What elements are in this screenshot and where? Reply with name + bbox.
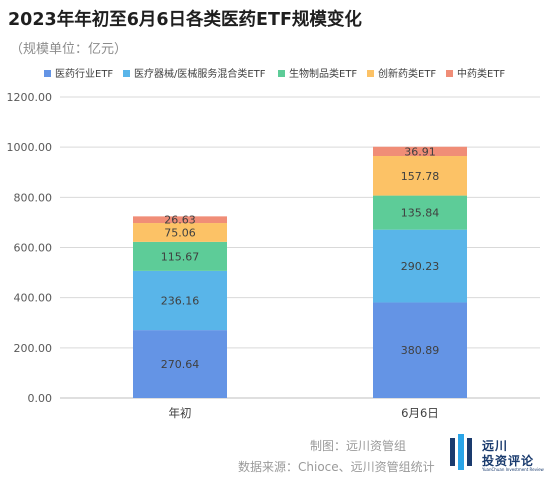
bar-segment <box>373 302 467 398</box>
bar-segment <box>373 146 467 157</box>
bar-segment <box>373 156 467 196</box>
bar-segment <box>133 216 227 224</box>
bar-segment <box>133 241 227 271</box>
chart-subtitle: （规模单位：亿元） <box>10 42 128 57</box>
bar-segment <box>133 330 227 398</box>
brand-name-sub: 投资评论 <box>482 454 535 468</box>
legend-swatch <box>278 70 285 77</box>
data-label: 380.89 <box>401 344 440 357</box>
data-label: 157.78 <box>401 170 440 183</box>
y-tick-label: 1200.00 <box>7 91 53 104</box>
y-tick-label: 200.00 <box>14 342 53 355</box>
y-tick-label: 1000.00 <box>7 141 53 154</box>
brand-tagline: YuanChuan Investment Review <box>482 467 544 472</box>
data-label: 26.63 <box>164 214 196 227</box>
data-label: 75.06 <box>164 226 196 239</box>
chart-title: 2023年年初至6月6日各类医药ETF规模变化 <box>8 10 362 30</box>
legend-swatch <box>446 70 453 77</box>
legend-label: 创新药类ETF <box>378 67 436 80</box>
bar-segment <box>373 229 467 303</box>
footer-source: 数据来源：Chioce、远川资管组统计 <box>238 460 435 474</box>
legend-swatch <box>44 70 51 77</box>
y-tick-label: 800.00 <box>14 191 53 204</box>
data-label: 236.16 <box>161 294 200 307</box>
legend-label: 医疗器械/医械服务混合类ETF <box>134 67 266 80</box>
legend-swatch <box>367 70 374 77</box>
bar-segment <box>133 270 227 331</box>
legend-label: 生物制品类ETF <box>289 67 357 80</box>
brand-mark-icon <box>450 434 472 470</box>
footer-credit: 制图：远川资管组 <box>310 439 407 453</box>
data-label: 36.91 <box>404 145 436 158</box>
data-label: 270.64 <box>161 358 200 371</box>
legend-label: 医药行业ETF <box>55 67 113 80</box>
data-label: 135.84 <box>401 207 440 220</box>
stacked-bar-chart: 0.00 200.00 400.00 600.00 800.00 1000.00 1200.… <box>7 67 540 420</box>
x-tick-label: 6月6日 <box>401 406 439 420</box>
y-tick-label: 600.00 <box>14 242 53 255</box>
data-label: 290.23 <box>401 260 440 273</box>
legend-swatch <box>123 70 130 77</box>
bar-segment <box>133 223 227 242</box>
data-label: 115.67 <box>161 250 200 263</box>
y-tick-label: 400.00 <box>14 292 53 305</box>
bar-segment <box>373 195 467 230</box>
y-tick-label: 0.00 <box>28 392 53 405</box>
legend-label: 中药类ETF <box>457 67 505 80</box>
brand-name: 远川 <box>482 439 509 453</box>
brand-logo: 远川 投资评论 YuanChuan Investment Review <box>448 434 548 474</box>
x-tick-label: 年初 <box>169 406 192 420</box>
